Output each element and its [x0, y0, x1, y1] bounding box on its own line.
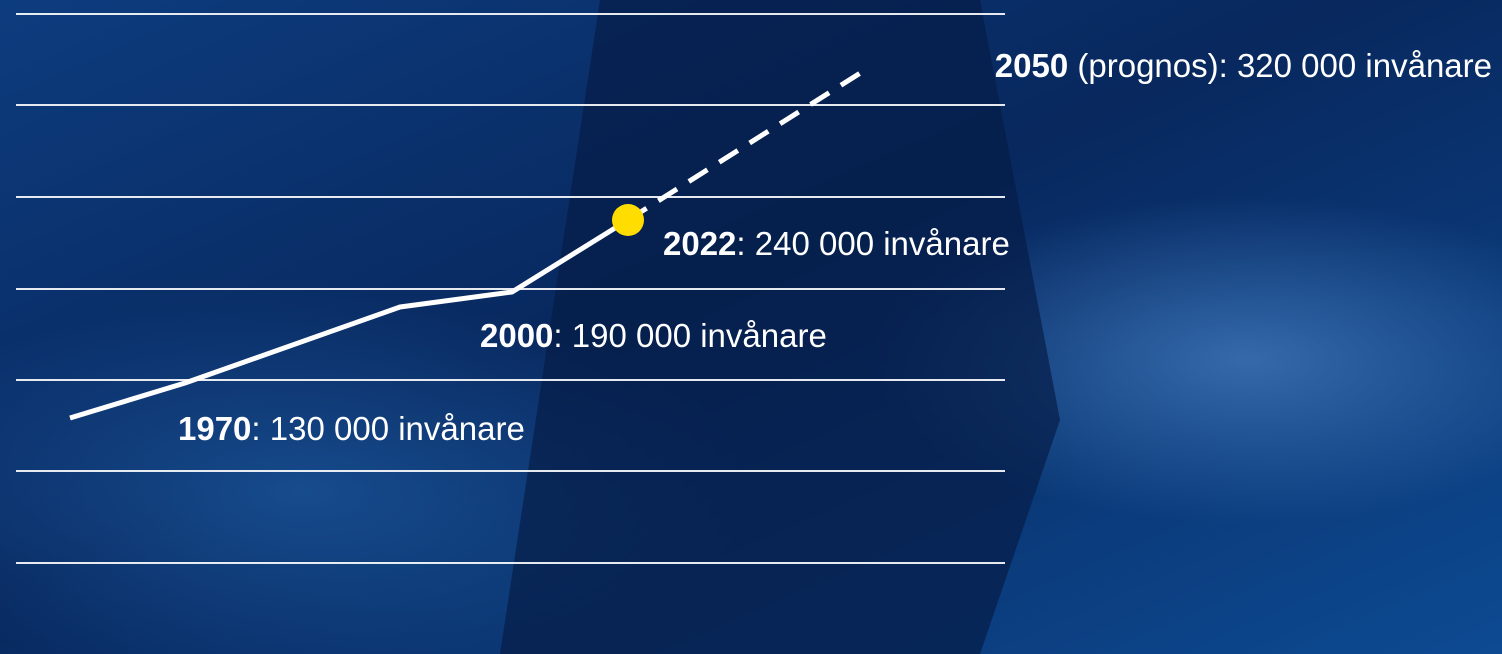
annotation-year: 1970	[178, 410, 251, 447]
annotation-text: (prognos): 320 000 invånare	[1068, 47, 1492, 84]
page: 1970: 130 000 invånare 2000: 190 000 inv…	[0, 0, 1502, 654]
annotation-year: 2000	[480, 317, 553, 354]
annotation-year: 2050	[995, 47, 1068, 84]
current-marker	[612, 204, 644, 236]
infographic: 1970: 130 000 invånare 2000: 190 000 inv…	[0, 0, 1502, 654]
annotation: 1970: 130 000 invånare	[178, 410, 525, 447]
annotation: 2050 (prognos): 320 000 invånare	[995, 47, 1492, 84]
annotation-text: : 190 000 invånare	[553, 317, 826, 354]
annotation: 2022: 240 000 invånare	[663, 225, 1010, 262]
annotation: 2000: 190 000 invånare	[480, 317, 827, 354]
annotation-text: : 130 000 invånare	[251, 410, 524, 447]
annotation-text: : 240 000 invånare	[736, 225, 1009, 262]
annotation-year: 2022	[663, 225, 736, 262]
